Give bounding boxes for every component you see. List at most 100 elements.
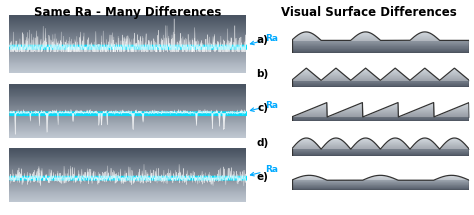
Bar bbox=[9, 185, 246, 186]
Bar bbox=[9, 49, 246, 50]
Bar bbox=[9, 35, 246, 36]
Bar bbox=[9, 18, 246, 19]
Bar bbox=[9, 156, 246, 157]
Bar bbox=[9, 168, 246, 169]
Bar bbox=[9, 125, 246, 126]
Bar bbox=[9, 132, 246, 133]
Bar bbox=[9, 117, 246, 118]
Bar bbox=[9, 89, 246, 90]
Bar bbox=[9, 171, 246, 172]
Bar bbox=[9, 127, 246, 128]
Bar bbox=[9, 100, 246, 101]
Bar bbox=[9, 192, 246, 193]
Bar bbox=[9, 148, 246, 149]
Bar bbox=[9, 90, 246, 91]
Bar bbox=[9, 84, 246, 85]
Bar bbox=[9, 102, 246, 103]
Bar bbox=[9, 183, 246, 184]
Text: e): e) bbox=[256, 172, 268, 182]
Bar bbox=[9, 61, 246, 62]
Bar bbox=[9, 158, 246, 159]
Bar bbox=[9, 46, 246, 47]
Bar bbox=[9, 20, 246, 21]
Bar bbox=[9, 161, 246, 162]
Bar bbox=[9, 153, 246, 154]
Bar bbox=[9, 67, 246, 68]
Bar bbox=[9, 181, 246, 182]
Bar bbox=[9, 41, 246, 42]
Bar bbox=[9, 187, 246, 188]
Bar bbox=[9, 39, 246, 40]
Bar bbox=[9, 175, 246, 176]
Bar bbox=[9, 65, 246, 66]
Bar bbox=[9, 58, 246, 60]
Bar bbox=[9, 169, 246, 170]
Bar bbox=[9, 200, 246, 201]
Bar bbox=[9, 26, 246, 27]
Bar bbox=[9, 21, 246, 22]
Bar bbox=[9, 97, 246, 98]
Bar bbox=[9, 56, 246, 57]
Bar bbox=[9, 134, 246, 135]
Bar bbox=[9, 22, 246, 23]
Bar bbox=[9, 66, 246, 67]
Bar bbox=[9, 88, 246, 89]
Bar bbox=[9, 60, 246, 61]
Bar bbox=[9, 128, 246, 129]
Bar bbox=[9, 29, 246, 31]
Bar bbox=[9, 92, 246, 93]
Bar bbox=[9, 16, 246, 17]
Bar bbox=[9, 33, 246, 34]
Bar bbox=[9, 170, 246, 171]
Bar bbox=[9, 184, 246, 185]
Bar bbox=[9, 34, 246, 35]
Bar bbox=[9, 28, 246, 29]
Bar bbox=[9, 129, 246, 131]
Bar bbox=[9, 48, 246, 49]
Bar bbox=[9, 94, 246, 95]
Bar bbox=[9, 104, 246, 105]
Bar bbox=[9, 151, 246, 152]
Bar bbox=[9, 23, 246, 24]
Bar bbox=[9, 150, 246, 151]
Bar bbox=[9, 116, 246, 117]
Bar bbox=[9, 152, 246, 153]
Bar bbox=[9, 62, 246, 63]
Bar bbox=[9, 95, 246, 96]
Bar bbox=[9, 155, 246, 157]
Bar bbox=[9, 55, 246, 56]
Bar bbox=[9, 70, 246, 71]
Bar bbox=[9, 52, 246, 53]
Bar bbox=[9, 36, 246, 37]
Bar bbox=[9, 71, 246, 72]
Bar bbox=[9, 50, 246, 51]
Bar bbox=[9, 69, 246, 70]
Bar bbox=[9, 93, 246, 94]
Bar bbox=[9, 110, 246, 111]
Bar bbox=[9, 37, 246, 38]
Bar bbox=[9, 124, 246, 125]
Bar bbox=[9, 195, 246, 196]
Bar bbox=[9, 120, 246, 121]
Text: Same Ra - Many Differences: Same Ra - Many Differences bbox=[34, 6, 222, 19]
Text: c): c) bbox=[257, 103, 268, 114]
Bar bbox=[9, 172, 246, 174]
Bar bbox=[9, 108, 246, 109]
Bar bbox=[9, 164, 246, 165]
Bar bbox=[9, 121, 246, 122]
Bar bbox=[9, 44, 246, 45]
Bar bbox=[9, 201, 246, 202]
Bar bbox=[9, 126, 246, 127]
Bar bbox=[9, 135, 246, 136]
Bar bbox=[9, 198, 246, 200]
Bar bbox=[9, 24, 246, 25]
Bar bbox=[9, 107, 246, 108]
Bar bbox=[9, 154, 246, 155]
Bar bbox=[9, 196, 246, 197]
Bar bbox=[9, 19, 246, 20]
Bar bbox=[9, 109, 246, 110]
Bar bbox=[9, 106, 246, 107]
Text: Ra: Ra bbox=[250, 34, 278, 45]
Bar bbox=[9, 174, 246, 175]
Bar bbox=[9, 115, 246, 116]
